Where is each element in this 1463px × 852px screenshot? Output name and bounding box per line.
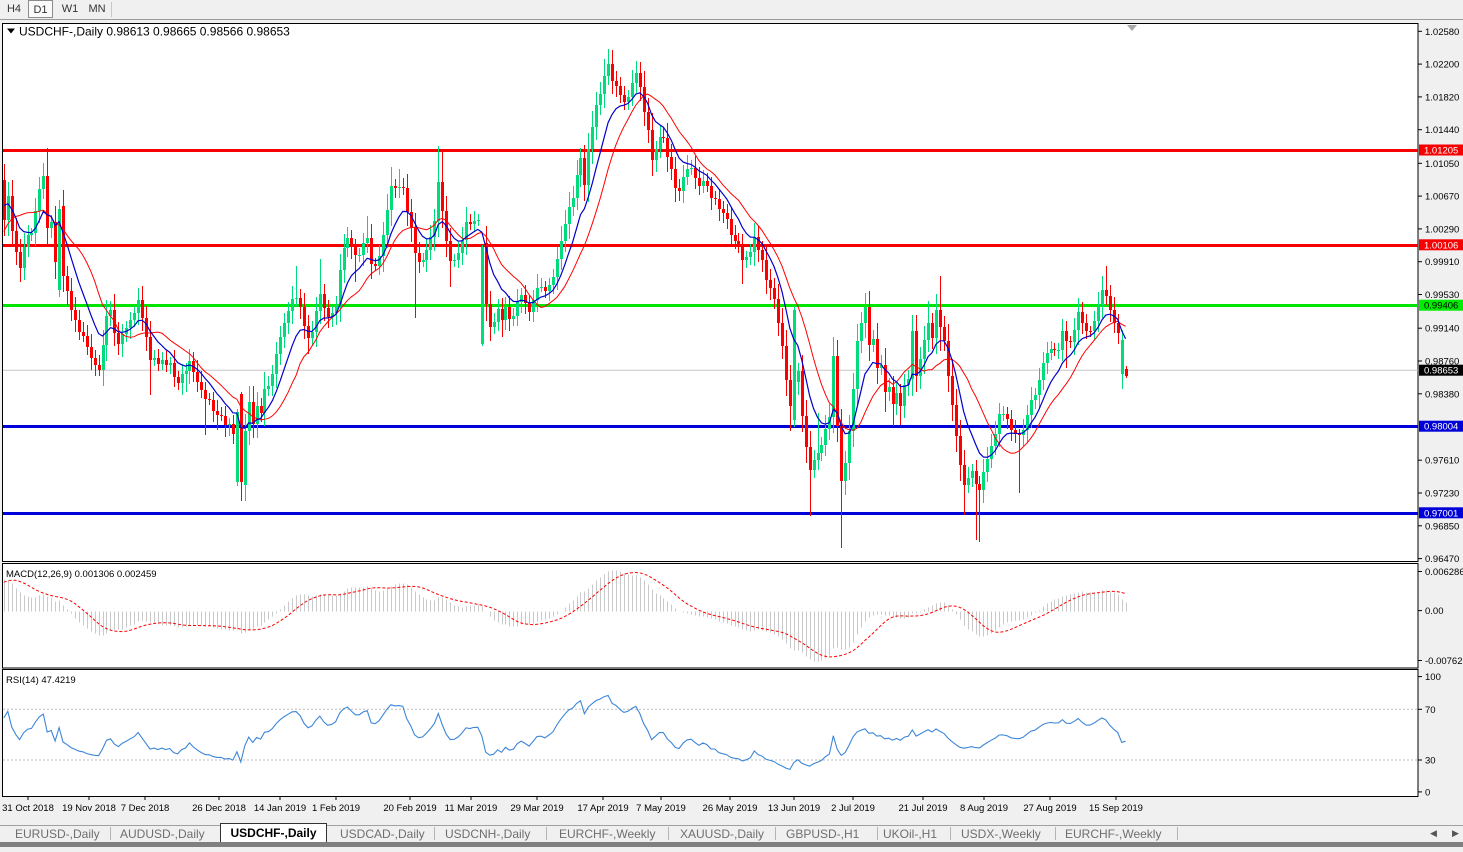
svg-text:21 Jul 2019: 21 Jul 2019 xyxy=(898,803,947,814)
svg-text:14 Jan 2019: 14 Jan 2019 xyxy=(254,803,306,814)
svg-text:20 Feb 2019: 20 Feb 2019 xyxy=(383,803,436,814)
svg-text:-0.00762: -0.00762 xyxy=(1425,656,1463,667)
svg-text:19 Nov 2018: 19 Nov 2018 xyxy=(62,803,116,814)
svg-text:0.98004: 0.98004 xyxy=(1424,422,1458,433)
svg-text:MACD(12,26,9) 0.001306 0.00245: MACD(12,26,9) 0.001306 0.002459 xyxy=(6,569,157,580)
svg-text:RSI(14) 47.4219: RSI(14) 47.4219 xyxy=(6,675,76,686)
svg-text:1.02580: 1.02580 xyxy=(1425,27,1459,38)
svg-text:17 Apr 2019: 17 Apr 2019 xyxy=(577,803,628,814)
svg-text:0.006286: 0.006286 xyxy=(1425,567,1463,578)
svg-text:0.96850: 0.96850 xyxy=(1425,521,1459,532)
svg-text:1.01440: 1.01440 xyxy=(1425,125,1459,136)
svg-text:0.97610: 0.97610 xyxy=(1425,456,1459,467)
svg-text:0: 0 xyxy=(1425,787,1430,798)
svg-text:1.00106: 1.00106 xyxy=(1424,240,1458,251)
svg-text:70: 70 xyxy=(1425,705,1436,716)
svg-text:0.98380: 0.98380 xyxy=(1425,389,1459,400)
svg-text:15 Sep 2019: 15 Sep 2019 xyxy=(1089,803,1143,814)
svg-text:1.01205: 1.01205 xyxy=(1424,146,1458,157)
svg-text:1.01050: 1.01050 xyxy=(1425,159,1459,170)
svg-text:0.97001: 0.97001 xyxy=(1424,508,1458,519)
svg-text:2 Jul 2019: 2 Jul 2019 xyxy=(831,803,875,814)
svg-text:0.98760: 0.98760 xyxy=(1425,357,1459,368)
svg-text:30: 30 xyxy=(1425,756,1436,767)
svg-text:11 Mar 2019: 11 Mar 2019 xyxy=(445,803,498,814)
svg-text:1.00290: 1.00290 xyxy=(1425,224,1459,235)
svg-text:1.02200: 1.02200 xyxy=(1425,60,1459,71)
svg-text:100: 100 xyxy=(1425,672,1441,683)
svg-text:USDCHF-,Daily 0.98613 0.98665: USDCHF-,Daily 0.98613 0.98665 0.98566 0.… xyxy=(19,25,290,39)
svg-text:1 Feb 2019: 1 Feb 2019 xyxy=(312,803,360,814)
svg-text:26 Dec 2018: 26 Dec 2018 xyxy=(192,803,246,814)
svg-text:8 Aug 2019: 8 Aug 2019 xyxy=(960,803,1008,814)
svg-text:0.96470: 0.96470 xyxy=(1425,554,1459,565)
svg-text:0.00: 0.00 xyxy=(1425,606,1444,617)
svg-text:1.01820: 1.01820 xyxy=(1425,92,1459,103)
svg-text:31 Oct 2018: 31 Oct 2018 xyxy=(2,803,54,814)
svg-text:0.99910: 0.99910 xyxy=(1425,257,1459,268)
svg-text:29 Mar 2019: 29 Mar 2019 xyxy=(510,803,563,814)
svg-text:0.99530: 0.99530 xyxy=(1425,290,1459,301)
svg-text:26 May 2019: 26 May 2019 xyxy=(703,803,758,814)
svg-text:27 Aug 2019: 27 Aug 2019 xyxy=(1023,803,1076,814)
svg-text:0.97230: 0.97230 xyxy=(1425,489,1459,500)
svg-text:0.98653: 0.98653 xyxy=(1424,366,1458,377)
svg-text:1.00670: 1.00670 xyxy=(1425,192,1459,203)
svg-text:0.99406: 0.99406 xyxy=(1424,301,1458,312)
svg-text:7 May 2019: 7 May 2019 xyxy=(636,803,686,814)
svg-text:7 Dec 2018: 7 Dec 2018 xyxy=(121,803,170,814)
svg-text:0.99140: 0.99140 xyxy=(1425,324,1459,335)
svg-text:13 Jun 2019: 13 Jun 2019 xyxy=(768,803,820,814)
